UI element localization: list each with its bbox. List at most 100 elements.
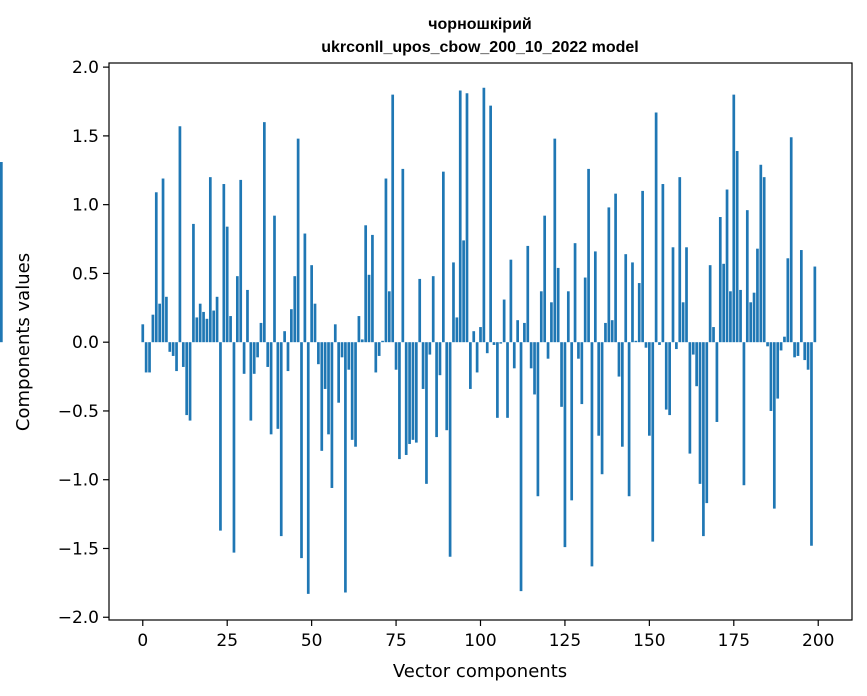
bar-component-26 xyxy=(229,316,232,343)
bar-component-126 xyxy=(566,291,570,343)
bar-component-122 xyxy=(553,138,557,343)
y-tick-label: −1.5 xyxy=(58,539,99,559)
bar-component-182 xyxy=(756,248,759,343)
bar-component-147 xyxy=(637,283,641,343)
y-tick-label: 0.5 xyxy=(72,264,99,284)
bar-component-101 xyxy=(482,87,486,343)
bar-component-62 xyxy=(350,342,354,440)
bar-component-168 xyxy=(708,265,712,343)
bar-component-55 xyxy=(327,342,330,435)
bar-component-82 xyxy=(418,278,422,343)
bar-component-78 xyxy=(404,342,408,455)
bar-component-198 xyxy=(810,342,813,546)
bar-component-157 xyxy=(671,247,675,343)
bar-component-109 xyxy=(509,259,513,343)
x-tick-label: 150 xyxy=(633,631,665,651)
bar-component-167 xyxy=(705,342,709,504)
bar-component-130 xyxy=(580,342,584,405)
bar-component-164 xyxy=(695,342,698,387)
bar-component-194 xyxy=(796,342,800,356)
bar-component-9 xyxy=(171,342,175,356)
x-axis-label: Vector components xyxy=(393,661,567,682)
bar-component-154 xyxy=(661,184,665,343)
y-tick-label: 1.0 xyxy=(72,196,99,216)
bar-component-138 xyxy=(607,207,611,343)
x-tick-label: 175 xyxy=(718,631,750,651)
y-tick-label: −2.0 xyxy=(58,608,99,628)
bar-component-50 xyxy=(310,265,313,343)
bar-component-107 xyxy=(502,299,506,343)
bar-component-193 xyxy=(793,342,796,358)
bar-component-31 xyxy=(246,289,249,343)
bar-component-160 xyxy=(681,302,685,343)
bar-component-43 xyxy=(286,342,290,372)
bar-component-141 xyxy=(617,342,621,377)
bar-component-165 xyxy=(698,342,702,484)
bar-component-97 xyxy=(469,342,472,389)
bar-component-155 xyxy=(664,342,668,410)
bar-component-181 xyxy=(752,292,756,343)
bar-component-134 xyxy=(593,251,597,343)
bar-component-162 xyxy=(688,342,692,454)
bar-component-23 xyxy=(219,342,222,531)
bar-component-81 xyxy=(414,342,418,443)
bar-component-129 xyxy=(577,342,580,359)
bar-component-102 xyxy=(485,342,489,354)
bar-component-115 xyxy=(529,342,533,369)
x-axis-ticks: 0 25 50 75 100 125 150 175 200 xyxy=(137,620,834,651)
bar-component-142 xyxy=(620,342,624,447)
bar-component-121 xyxy=(550,302,553,343)
bar-component-47 xyxy=(300,342,303,559)
bar-component-161 xyxy=(685,247,688,343)
bar-component-104 xyxy=(492,342,496,345)
bar-component-18 xyxy=(202,311,205,343)
bar-component-49 xyxy=(306,342,310,594)
bar-component-73 xyxy=(387,291,391,343)
bar-component-85 xyxy=(428,342,432,355)
bar-component-20 xyxy=(208,177,212,343)
bar-component-99 xyxy=(475,342,479,373)
x-tick-label: 0 xyxy=(137,631,148,651)
y-tick-label: 1.5 xyxy=(72,127,99,147)
bar-component-125 xyxy=(563,342,567,548)
bar-component-133 xyxy=(590,342,594,567)
bar-component-22 xyxy=(215,296,219,343)
bar-component-116 xyxy=(533,342,536,395)
bar-component-111 xyxy=(516,320,519,343)
bar-component-156 xyxy=(668,342,671,416)
bar-component-1 xyxy=(144,342,148,373)
bar-component-112 xyxy=(519,342,523,592)
bar-component-6 xyxy=(161,178,165,343)
bar-component-151 xyxy=(651,342,655,542)
bar-component-41 xyxy=(279,342,283,537)
bar-component-135 xyxy=(597,342,601,436)
bar-component-91 xyxy=(448,342,452,557)
y-tick-label: −0.5 xyxy=(58,402,99,422)
bar-component-177 xyxy=(739,289,742,343)
bar-component-13 xyxy=(185,342,189,416)
bar-component-123 xyxy=(556,267,560,343)
bar-component-87 xyxy=(435,342,438,438)
bar-component-33 xyxy=(252,342,256,374)
x-tick-label: 50 xyxy=(301,631,323,651)
bar-component-86 xyxy=(431,276,435,343)
bar-component-89 xyxy=(442,171,445,343)
bar-component-150 xyxy=(648,342,651,436)
bar-component-128 xyxy=(573,243,577,343)
bar-component-57 xyxy=(333,324,337,343)
bar-component-2 xyxy=(148,342,151,373)
bar-component-188 xyxy=(776,342,780,399)
bar-component-undefined xyxy=(0,162,3,343)
bar-component-67 xyxy=(367,274,371,343)
bar-component-15 xyxy=(192,223,195,343)
bar-component-169 xyxy=(712,327,715,343)
bar-component-16 xyxy=(195,317,199,343)
bar-component-173 xyxy=(725,189,729,343)
bar-component-3 xyxy=(151,314,155,343)
chart-title: чорношкірий xyxy=(428,16,532,33)
bar-component-96 xyxy=(465,93,469,343)
y-axis-label: Components values xyxy=(13,253,34,431)
bar-component-179 xyxy=(745,210,749,343)
bars-group xyxy=(0,87,817,594)
